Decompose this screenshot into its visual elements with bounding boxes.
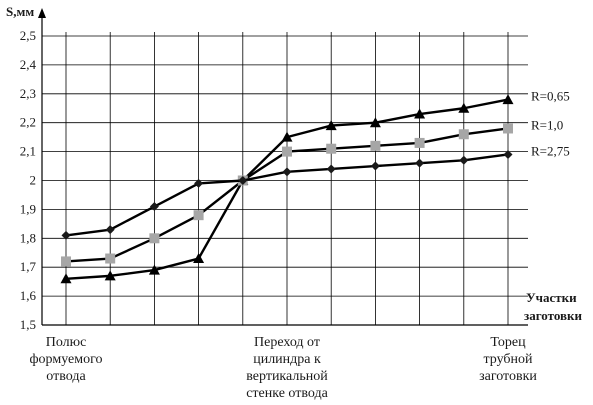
data-point-triangle — [281, 131, 293, 142]
y-axis-title: S,мм — [6, 4, 34, 19]
x-category-label-line: трубной — [483, 352, 533, 367]
y-axis-arrow — [38, 8, 46, 18]
x-axis-title: Участки заготовки — [524, 290, 583, 323]
data-point-triangle — [502, 94, 514, 105]
y-tick-label: 2 — [30, 173, 37, 188]
x-category-label: Полюс формуемого отвода — [29, 335, 102, 384]
data-point-diamond — [459, 155, 469, 165]
data-point-square — [105, 253, 116, 264]
series-group — [60, 94, 514, 284]
y-tick-label: 1,9 — [20, 201, 36, 216]
axes — [38, 8, 528, 326]
data-point-square — [414, 137, 425, 148]
data-point-square — [503, 123, 513, 134]
x-category-label-line: вертикальной — [246, 369, 328, 384]
data-point-triangle — [148, 264, 160, 275]
y-tick-label: 1,8 — [20, 230, 36, 245]
y-tick-label: 1,6 — [20, 288, 37, 303]
series-square — [61, 123, 513, 267]
y-tick-label: 2,2 — [20, 115, 36, 130]
y-tick-label: 2,5 — [20, 28, 36, 43]
data-point-triangle — [104, 270, 116, 281]
data-point-triangle — [458, 102, 470, 113]
data-point-triangle — [369, 117, 381, 128]
data-point-square — [458, 129, 469, 140]
x-category-label-line: формуемого — [29, 352, 102, 367]
grid-lines — [42, 32, 528, 325]
data-point-square — [326, 143, 337, 154]
y-tick-label: 2,3 — [20, 86, 36, 101]
series-diamond — [61, 149, 513, 240]
data-point-square — [149, 233, 160, 244]
series-label: R=2,75 — [531, 143, 570, 158]
data-point-diamond — [194, 178, 204, 188]
data-point-diamond — [105, 225, 115, 235]
y-tick-label: 1,5 — [20, 317, 36, 332]
x-axis-title-line-2: заготовки — [524, 308, 583, 323]
data-point-triangle — [325, 120, 337, 131]
x-category-label-line: стенке отвода — [246, 386, 328, 401]
x-category-label-line: заготовки — [479, 369, 537, 384]
data-point-triangle — [193, 253, 205, 264]
data-point-square — [193, 210, 204, 221]
data-point-diamond — [282, 167, 292, 177]
data-point-triangle — [60, 273, 72, 284]
labels: S,мм Участки заготовки 1,5 1,6 1,7 1,8 1,9 2 2… — [6, 4, 583, 401]
x-category-label-line: Полюс — [46, 335, 87, 350]
x-category-label: Переход от цилиндра к вертикальной стенке о… — [246, 335, 328, 401]
data-point-diamond — [415, 158, 425, 168]
x-category-label-line: Торец — [490, 335, 526, 350]
data-point-diamond — [326, 164, 336, 174]
x-category-label-line: цилиндра к — [253, 352, 321, 367]
data-point-diamond — [503, 149, 513, 159]
x-category-label-line: Переход от — [254, 335, 320, 350]
data-point-triangle — [414, 108, 426, 119]
data-point-diamond — [149, 202, 159, 212]
data-point-diamond — [61, 230, 71, 240]
y-tick-label: 2,4 — [20, 57, 37, 72]
data-point-square — [282, 146, 292, 157]
y-tick-label: 1,7 — [20, 259, 37, 274]
series-label: R=1,0 — [531, 117, 563, 132]
y-tick-label: 2,1 — [20, 144, 36, 159]
data-point-square — [61, 256, 71, 267]
data-point-diamond — [238, 176, 248, 185]
data-point-square — [370, 140, 381, 151]
data-point-diamond — [370, 161, 380, 171]
x-axis-title-line-1: Участки — [526, 290, 577, 305]
x-category-label-line: отвода — [46, 369, 86, 384]
series-label: R=0,65 — [531, 89, 570, 104]
x-category-label: Торец трубной заготовки — [479, 335, 537, 384]
